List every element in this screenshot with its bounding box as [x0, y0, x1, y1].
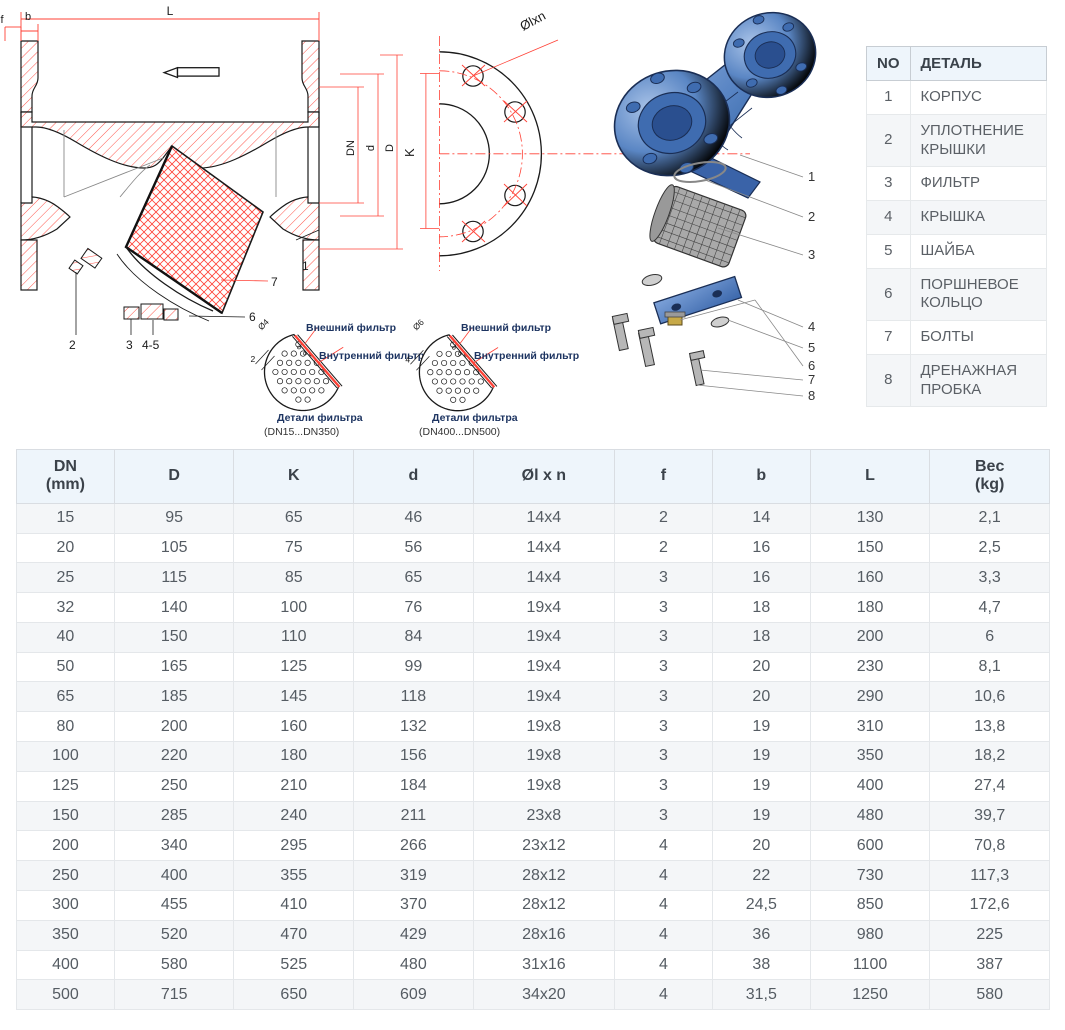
svg-text:1: 1 — [808, 169, 815, 184]
svg-text:7: 7 — [808, 372, 815, 387]
svg-text:7: 7 — [271, 275, 278, 289]
svg-text:1: 1 — [302, 259, 309, 273]
svg-text:2: 2 — [251, 354, 256, 364]
svg-text:2: 2 — [69, 338, 76, 352]
svg-text:4-5: 4-5 — [142, 338, 160, 352]
svg-text:K: K — [402, 148, 417, 157]
svg-text:Ølxn: Ølxn — [517, 8, 548, 34]
svg-text:L: L — [167, 4, 174, 18]
svg-text:3: 3 — [126, 338, 133, 352]
svg-text:f: f — [0, 14, 4, 26]
svg-text:3: 3 — [808, 247, 815, 262]
svg-text:4: 4 — [405, 354, 410, 364]
svg-text:b: b — [25, 11, 31, 23]
svg-text:8: 8 — [808, 388, 815, 403]
svg-text:Ø6: Ø6 — [411, 317, 426, 332]
svg-text:6: 6 — [808, 358, 815, 373]
svg-text:5: 5 — [808, 340, 815, 355]
svg-text:2: 2 — [808, 209, 815, 224]
svg-text:Ø4: Ø4 — [256, 317, 271, 332]
svg-text:4: 4 — [808, 319, 815, 334]
